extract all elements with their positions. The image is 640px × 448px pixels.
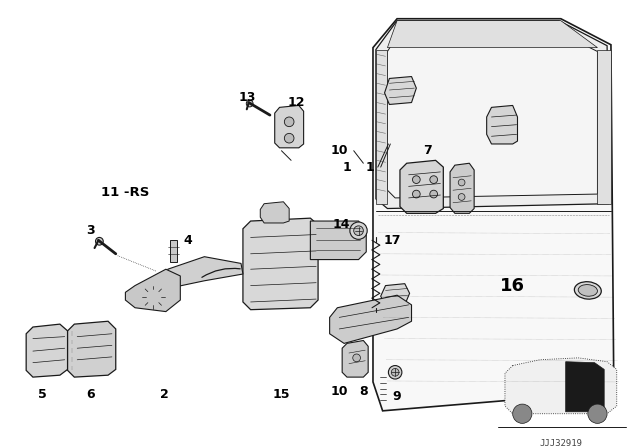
Circle shape	[354, 226, 364, 236]
Polygon shape	[275, 105, 303, 148]
Text: 10: 10	[330, 144, 348, 157]
Circle shape	[513, 404, 532, 423]
Text: 12: 12	[287, 96, 305, 109]
Text: JJJ32919: JJJ32919	[540, 439, 582, 448]
Polygon shape	[598, 50, 611, 204]
Circle shape	[588, 404, 607, 423]
Polygon shape	[385, 77, 417, 104]
Circle shape	[246, 100, 253, 107]
Ellipse shape	[578, 284, 597, 296]
Text: 13: 13	[239, 91, 257, 104]
Circle shape	[430, 176, 438, 184]
Polygon shape	[26, 324, 68, 377]
Polygon shape	[342, 340, 368, 377]
Circle shape	[388, 366, 402, 379]
Text: 3: 3	[86, 224, 95, 237]
Text: 4: 4	[184, 234, 193, 247]
Polygon shape	[486, 105, 518, 144]
Text: 5: 5	[38, 388, 47, 401]
Text: 17: 17	[383, 234, 401, 247]
Polygon shape	[373, 19, 614, 411]
Bar	[170, 240, 177, 262]
Circle shape	[413, 190, 420, 198]
Polygon shape	[68, 321, 116, 377]
Circle shape	[350, 222, 367, 239]
Polygon shape	[450, 163, 474, 213]
Text: 16: 16	[500, 276, 525, 295]
Polygon shape	[168, 257, 243, 289]
Circle shape	[391, 368, 399, 376]
Polygon shape	[376, 21, 609, 208]
Ellipse shape	[574, 282, 602, 299]
Text: 8: 8	[359, 385, 367, 398]
Polygon shape	[400, 160, 444, 213]
Polygon shape	[330, 295, 412, 344]
Text: 11 -RS: 11 -RS	[101, 185, 150, 198]
Text: 2: 2	[159, 388, 168, 401]
Text: 14: 14	[332, 218, 350, 232]
Text: 7: 7	[424, 144, 432, 157]
Polygon shape	[125, 269, 180, 312]
Polygon shape	[310, 221, 366, 259]
Polygon shape	[387, 28, 598, 198]
Text: 10: 10	[330, 385, 348, 398]
Text: 1: 1	[365, 160, 374, 173]
Polygon shape	[387, 21, 598, 47]
Polygon shape	[243, 218, 318, 310]
Circle shape	[430, 190, 438, 198]
Text: 9: 9	[393, 390, 401, 403]
Polygon shape	[376, 50, 387, 204]
Circle shape	[458, 194, 465, 200]
Circle shape	[284, 134, 294, 143]
Polygon shape	[566, 362, 604, 412]
Circle shape	[353, 354, 360, 362]
Circle shape	[413, 176, 420, 184]
Circle shape	[284, 117, 294, 127]
Polygon shape	[505, 358, 617, 414]
Polygon shape	[260, 202, 289, 223]
Text: 1: 1	[342, 160, 351, 173]
Polygon shape	[381, 284, 410, 306]
Circle shape	[95, 237, 103, 245]
Text: 6: 6	[86, 388, 95, 401]
Circle shape	[458, 179, 465, 186]
Text: 15: 15	[273, 388, 290, 401]
